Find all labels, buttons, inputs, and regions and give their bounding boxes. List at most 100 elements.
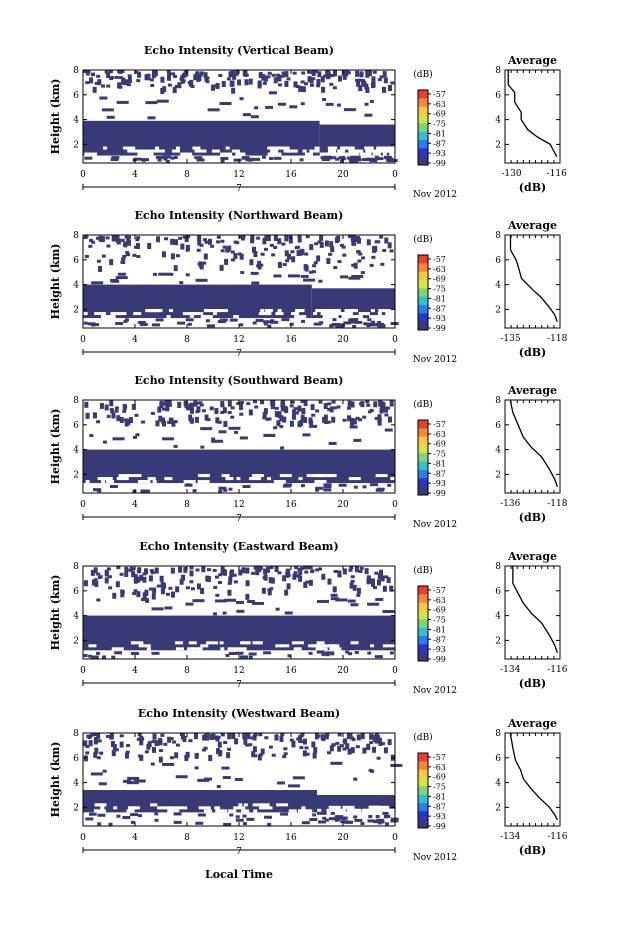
echo-cell bbox=[119, 734, 124, 738]
echo-cell bbox=[375, 322, 384, 326]
echo-cell bbox=[375, 815, 380, 819]
echo-cell bbox=[384, 413, 389, 417]
echo-cell bbox=[372, 246, 377, 253]
echo-cell bbox=[303, 278, 316, 282]
echo-cell bbox=[336, 405, 341, 409]
echo-cell bbox=[204, 78, 209, 82]
echo-cell bbox=[349, 566, 354, 570]
echo-cell bbox=[260, 252, 265, 256]
echo-cell bbox=[302, 433, 311, 437]
gap-cell bbox=[380, 309, 389, 313]
echo-cell bbox=[268, 91, 277, 95]
gap-cell bbox=[152, 480, 157, 484]
echo-cell bbox=[83, 740, 88, 747]
gap-cell bbox=[388, 309, 401, 313]
echo-cell bbox=[261, 587, 266, 594]
panel-0 bbox=[82, 69, 561, 190]
echo-cell bbox=[230, 415, 235, 419]
echo-cell bbox=[181, 574, 186, 581]
echo-cell bbox=[376, 818, 385, 822]
echo-cell bbox=[175, 775, 188, 779]
echo-cell bbox=[293, 81, 298, 88]
echo-cell bbox=[101, 254, 106, 258]
echo-cell bbox=[370, 82, 375, 89]
avg-x-label: (dB) bbox=[519, 844, 546, 857]
colorbar-tick-label: -57 bbox=[433, 586, 446, 595]
echo-cell bbox=[145, 101, 158, 105]
colorbar-segment bbox=[418, 769, 428, 779]
echo-cell bbox=[313, 322, 322, 326]
echo-cell bbox=[289, 404, 294, 408]
colorbar-segment bbox=[418, 794, 428, 804]
echo-cell bbox=[276, 77, 281, 81]
echo-cell bbox=[142, 576, 147, 583]
echo-cell bbox=[94, 81, 99, 85]
echo-cell bbox=[97, 79, 102, 86]
y-tick-label: 8 bbox=[73, 231, 79, 241]
echo-cell bbox=[290, 400, 295, 404]
avg-x-tick-label: -130 bbox=[501, 169, 521, 179]
echo-cell bbox=[189, 566, 194, 570]
gap-cell bbox=[197, 474, 210, 478]
echo-cell bbox=[357, 259, 362, 263]
echo-cell bbox=[97, 813, 106, 817]
echo-cell bbox=[252, 601, 265, 605]
echo-cell bbox=[179, 578, 184, 585]
echo-cell bbox=[126, 418, 131, 425]
echo-cell bbox=[314, 242, 319, 246]
echo-cell bbox=[223, 822, 232, 826]
echo-cell bbox=[316, 650, 325, 654]
echo-cell bbox=[89, 238, 94, 242]
echo-cell bbox=[170, 238, 175, 245]
gap-cell bbox=[156, 149, 165, 153]
echo-cell bbox=[284, 589, 289, 596]
echo-cell bbox=[354, 818, 363, 822]
echo-cell bbox=[321, 158, 330, 162]
echo-cell bbox=[335, 324, 344, 328]
avg-x-tick-label: -118 bbox=[547, 499, 567, 509]
echo-cell bbox=[233, 158, 242, 162]
echo-cell bbox=[347, 400, 352, 407]
echo-cell bbox=[352, 155, 361, 159]
x-tick-label: 0 bbox=[392, 666, 398, 676]
echo-cell bbox=[111, 235, 116, 242]
echo-cell bbox=[274, 411, 279, 418]
echo-cell bbox=[250, 736, 255, 740]
gap-cell bbox=[315, 474, 324, 478]
echo-cell bbox=[368, 815, 373, 819]
echo-cell bbox=[255, 318, 264, 322]
echo-cell bbox=[167, 736, 172, 743]
echo-cell bbox=[158, 415, 163, 422]
echo-cell bbox=[366, 239, 371, 246]
gap-cell bbox=[327, 644, 340, 648]
colorbar-tick-label: -81 bbox=[433, 459, 446, 468]
avg-y-tick-label: 6 bbox=[495, 587, 501, 597]
gap-cell bbox=[372, 152, 381, 156]
echo-cell bbox=[144, 568, 149, 575]
echo-cell bbox=[220, 249, 225, 253]
echo-cell bbox=[389, 249, 394, 253]
echo-cell bbox=[350, 235, 355, 242]
echo-cell bbox=[116, 100, 129, 104]
echo-cell bbox=[192, 599, 205, 603]
gap-cell bbox=[344, 309, 357, 313]
echo-cell bbox=[311, 413, 316, 417]
echo-cell bbox=[242, 733, 247, 737]
echo-cell bbox=[215, 735, 220, 742]
echo-cell bbox=[267, 71, 272, 75]
echo-cell bbox=[209, 406, 214, 410]
echo-cell bbox=[251, 751, 256, 758]
echo-cell bbox=[319, 321, 324, 325]
average-profile-line bbox=[509, 235, 558, 323]
echo-cell bbox=[242, 822, 247, 826]
echo-cell bbox=[136, 255, 141, 259]
echo-cell bbox=[112, 744, 117, 751]
echo-cell bbox=[374, 416, 379, 420]
echo-cell bbox=[319, 241, 324, 248]
echo-cell bbox=[252, 321, 257, 325]
echo-cell bbox=[197, 235, 202, 242]
echo-cell bbox=[376, 579, 381, 586]
echo-cell bbox=[293, 407, 298, 411]
echo-cell bbox=[390, 763, 403, 767]
x-tick-label: 4 bbox=[132, 500, 138, 510]
